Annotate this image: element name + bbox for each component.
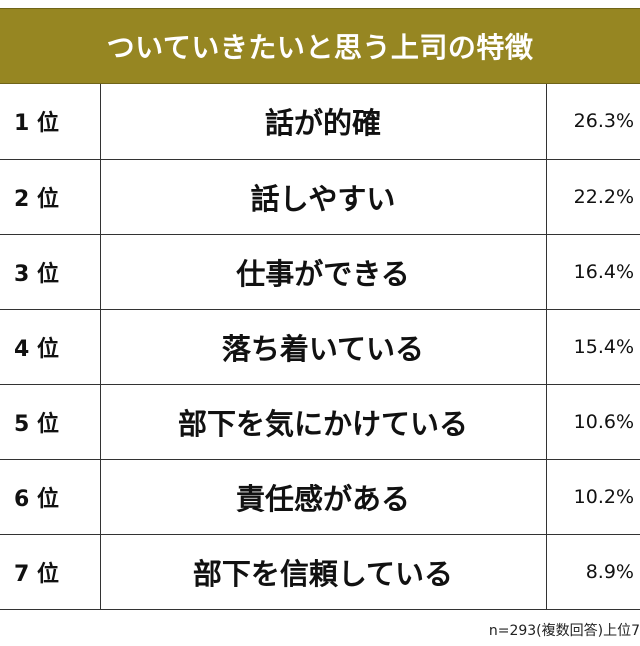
category-label: 部下を気にかけている <box>100 384 547 460</box>
rank-label: 5 位 <box>0 384 101 460</box>
table-row: 7 位部下を信頼している 8.9% <box>0 534 640 610</box>
category-label: 話が的確 <box>100 84 547 160</box>
rank-label: 2 位 <box>0 159 101 235</box>
category-label: 話しやすい <box>100 159 547 235</box>
category-label: 責任感がある <box>100 459 547 535</box>
rank-label: 7 位 <box>0 534 101 610</box>
rank-label: 1 位 <box>0 84 101 160</box>
ranking-table-body: 1 位話が的確 26.3% 2 位話しやすい 22.2% 3 位仕事ができる 16.4% 4… <box>0 84 640 610</box>
table-row: 5 位部下を気にかけている 10.6% <box>0 384 640 460</box>
chart-title: ついていきたいと思う上司の特徴 <box>106 31 534 64</box>
rank-label: 4 位 <box>0 309 101 385</box>
ranking-table: 1 位話が的確 26.3% 2 位話しやすい 22.2% 3 位仕事ができる 16.4% 4… <box>0 84 640 610</box>
value-label: 15.4% <box>546 309 640 385</box>
table-row: 1 位話が的確 26.3% <box>0 84 640 160</box>
table-row: 6 位責任感がある 10.2% <box>0 459 640 535</box>
category-label: 部下を信頼している <box>100 534 547 610</box>
table-row: 3 位仕事ができる 16.4% <box>0 234 640 310</box>
table-row: 4 位落ち着いている 15.4% <box>0 309 640 385</box>
category-label: 仕事ができる <box>100 234 547 310</box>
value-label: 8.9% <box>546 534 640 610</box>
value-label: 26.3% <box>546 84 640 160</box>
value-label: 10.6% <box>546 384 640 460</box>
rank-label: 3 位 <box>0 234 101 310</box>
value-label: 16.4% <box>546 234 640 310</box>
chart-title-bar: ついていきたいと思う上司の特徴 <box>0 8 640 84</box>
value-label: 22.2% <box>546 159 640 235</box>
rank-label: 6 位 <box>0 459 101 535</box>
value-label: 10.2% <box>546 459 640 535</box>
category-label: 落ち着いている <box>100 309 547 385</box>
survey-note: n=293(複数回答)上位7 <box>488 623 640 639</box>
table-row: 2 位話しやすい 22.2% <box>0 159 640 235</box>
